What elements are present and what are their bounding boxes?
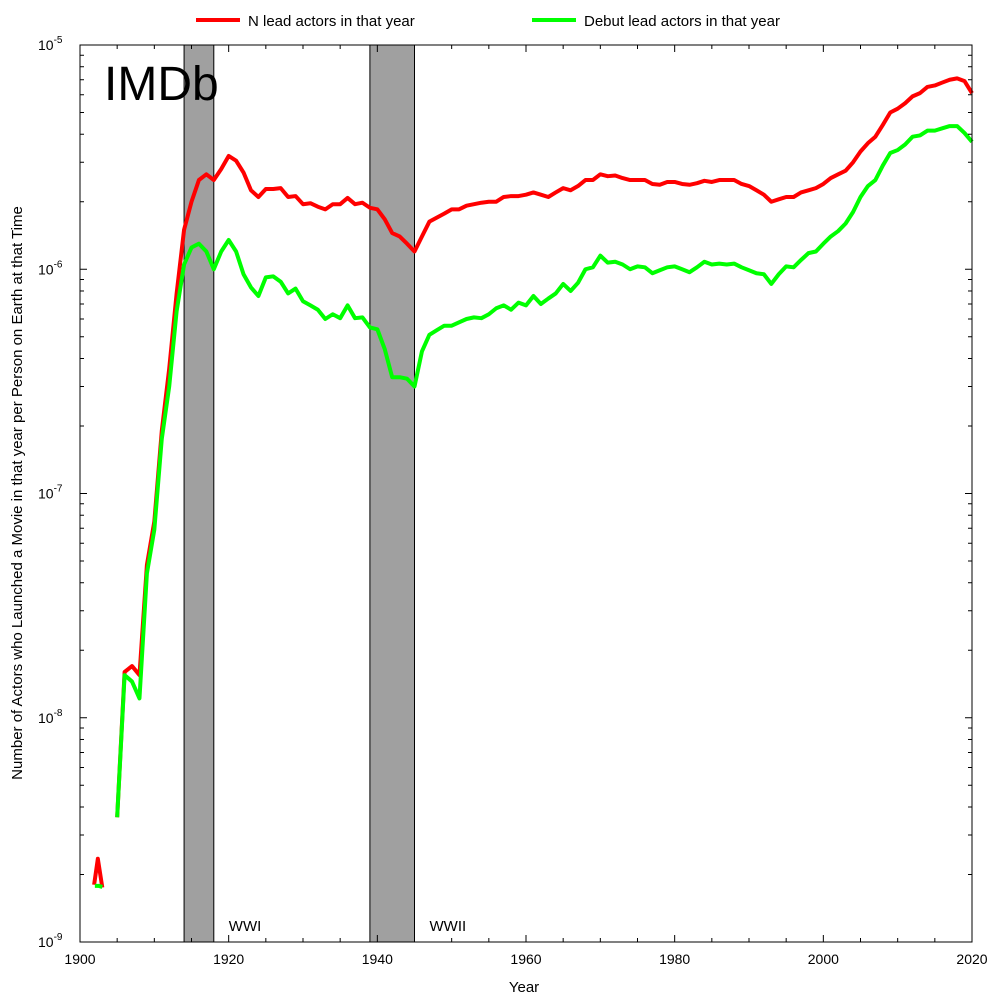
- x-tick-label: 1920: [213, 951, 244, 967]
- y-tick-label: 10-9: [38, 932, 63, 950]
- series-line-0-segment-1: [115, 76, 974, 818]
- x-tick-label: 2020: [956, 951, 987, 967]
- legend-label-n-lead: N lead actors in that year: [248, 13, 415, 30]
- band-wwi: [183, 44, 215, 943]
- band-label-wwii: WWII: [430, 918, 467, 935]
- x-tick-label: 1940: [362, 951, 393, 967]
- y-tick-label: 10-7: [38, 484, 63, 502]
- y-axis-title: Number of Actors who Launched a Movie in…: [9, 206, 26, 780]
- series-lines: [92, 76, 974, 889]
- legend-label-debut: Debut lead actors in that year: [584, 13, 780, 30]
- legend: N lead actors in that year Debut lead ac…: [196, 13, 780, 30]
- axis-ticks: [79, 44, 973, 943]
- x-tick-label: 1960: [510, 951, 541, 967]
- war-bands: WWI WWII: [183, 44, 467, 943]
- band-label-wwi: WWI: [229, 918, 261, 935]
- series-line-0-segment-0: [92, 856, 105, 888]
- watermark-label: IMDb: [104, 58, 219, 111]
- y-tick-label: 10-8: [38, 708, 63, 726]
- x-tick-label: 1980: [659, 951, 690, 967]
- band-wwii: [369, 44, 415, 943]
- x-axis-title: Year: [509, 979, 539, 996]
- y-tick-label: 10-5: [38, 35, 63, 53]
- y-tick-label: 10-6: [38, 259, 63, 277]
- x-tick-label: 2000: [808, 951, 839, 967]
- series-line-1-segment-0: [94, 883, 103, 889]
- x-tick-label: 1900: [64, 951, 95, 967]
- series-line-1-segment-1: [115, 124, 974, 818]
- tick-labels: 1900 1920 1940 1960 1980 2000 2020 10-9 10-8 10-7…: [38, 35, 988, 967]
